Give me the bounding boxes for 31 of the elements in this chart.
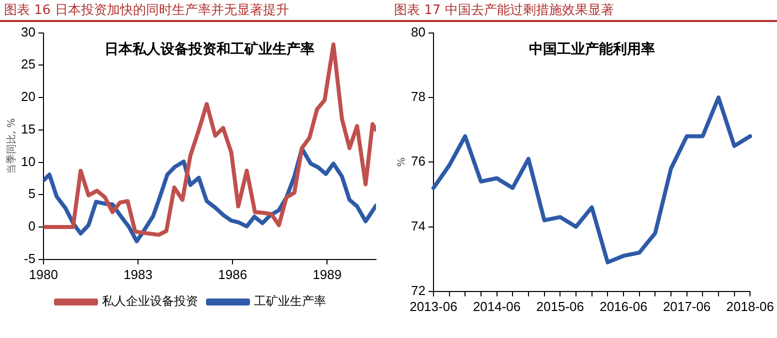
y-tick-label: 25	[20, 56, 36, 72]
y-tick-label: 76	[410, 154, 426, 169]
y-tick-label: 15	[20, 121, 36, 136]
y-tick-label: 20	[20, 89, 36, 104]
x-tick-label: 1983	[124, 266, 152, 282]
x-tick-label: 2017-06	[662, 298, 711, 314]
y-tick-label: 0	[28, 218, 36, 234]
legend-label: 工矿业生产率	[254, 294, 326, 308]
chart-title: 图表 16 日本投资加快的同时生产率并无显著提升	[0, 0, 390, 22]
y-axis-title: 当季同比, %	[6, 118, 18, 174]
text: 日本私人设备投资和工矿业生产率	[104, 40, 315, 58]
y-tick-label: -5	[24, 250, 36, 266]
y-tick-label: 5	[28, 186, 36, 202]
chart-title: 图表 17 中国去产能过剩措施效果显著	[390, 0, 777, 22]
x-tick-label: 2013-06	[410, 298, 458, 314]
y-tick-label: 30	[20, 24, 36, 40]
y-tick-label: 74	[410, 218, 426, 234]
x-tick-label: 2018-06	[726, 298, 774, 314]
x-tick-label: 2015-06	[536, 298, 584, 314]
y-tick-label: 72	[410, 282, 426, 298]
x-tick-label: 1986	[218, 266, 248, 282]
y-tick-label: 80	[410, 24, 426, 40]
text: 中国工业产能利用率	[528, 40, 655, 58]
y-tick-label: 78	[410, 89, 426, 104]
legend-label: 私人企业设备投资	[102, 294, 198, 308]
x-tick-label: 2016-06	[600, 298, 648, 314]
y-axis-title: %	[396, 157, 408, 167]
x-tick-label: 1980	[29, 266, 58, 282]
x-tick-label: 2014-06	[472, 298, 521, 314]
y-tick-label: 10	[20, 154, 36, 169]
x-tick-label: 1989	[312, 266, 342, 282]
